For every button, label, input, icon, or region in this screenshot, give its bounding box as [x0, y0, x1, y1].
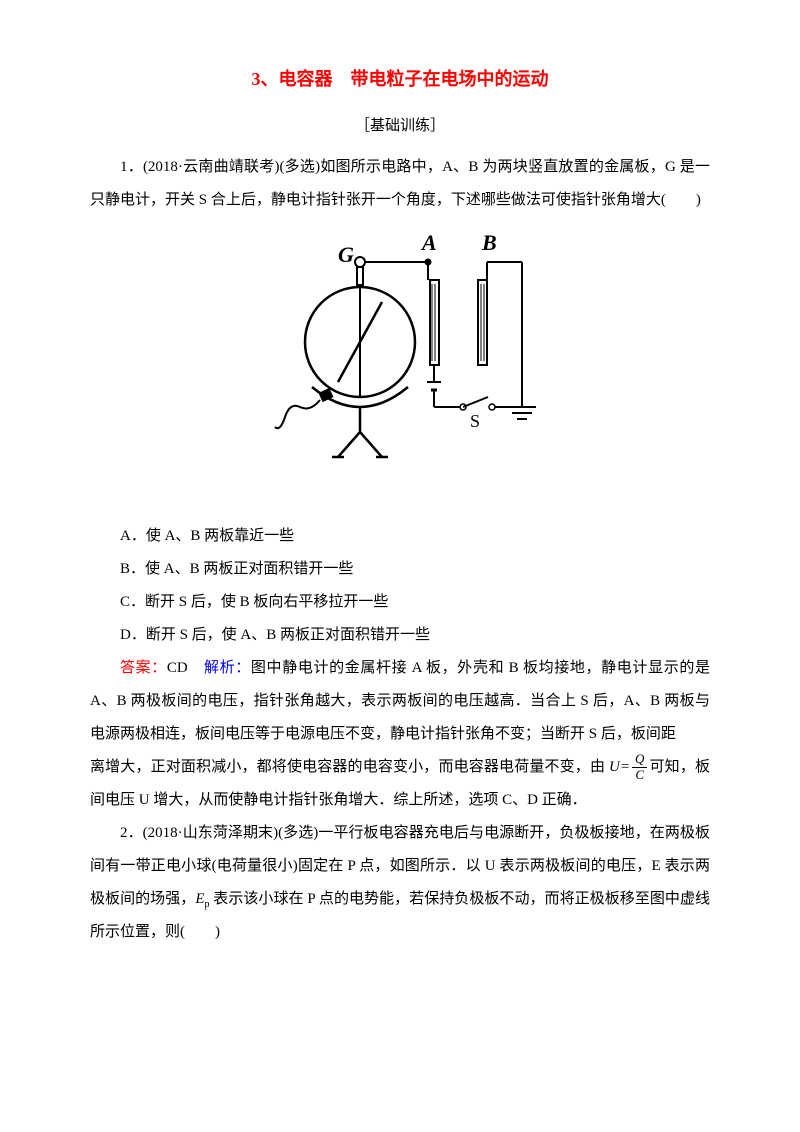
- label-s: S: [470, 411, 480, 431]
- subtitle: ［基础训练］: [90, 110, 710, 143]
- page-title: 3、电容器 带电粒子在电场中的运动: [90, 60, 710, 100]
- answer-value: CD: [167, 660, 204, 676]
- q1-option-a: A．使 A、B 两板靠近一些: [90, 520, 710, 553]
- frac-den: C: [632, 768, 647, 782]
- label-b: B: [481, 232, 497, 255]
- q1-option-c: C．断开 S 后，使 B 板向右平移拉开一些: [90, 586, 710, 619]
- q1-answer-block: 答案：CD 解析：图中静电计的金属杆接 A 板，外壳和 B 板均接地，静电计显示…: [90, 652, 710, 751]
- answer-label: 答案：: [120, 660, 167, 676]
- q1-option-d: D．断开 S 后，使 A、B 两板正对面积错开一些: [90, 619, 710, 652]
- q1-diagram: G A B: [90, 232, 710, 505]
- frac-num: Q: [632, 752, 647, 767]
- q1-analysis-cont: 离增大，正对面积减小，都将使电容器的电容变小，而电容器电荷量不变，由 U=QC可…: [90, 751, 710, 817]
- label-g: G: [338, 242, 354, 267]
- q2-stem: 2．(2018·山东菏泽期末)(多选)一平行板电容器充电后与电源断开，负极板接地…: [90, 817, 710, 949]
- analysis-text-1b: 离增大，正对面积减小，都将使电容器的电容变小，而电容器电荷量不变，由: [90, 759, 609, 775]
- formula-lhs: U=: [609, 759, 630, 775]
- q1-option-b: B．使 A、B 两板正对面积错开一些: [90, 553, 710, 586]
- q1-stem: 1．(2018·云南曲靖联考)(多选)如图所示电路中，A、B 为两块竖直放置的金…: [90, 151, 710, 217]
- analysis-label: 解析：: [204, 660, 251, 676]
- label-a: A: [420, 232, 437, 255]
- formula-fraction: QC: [632, 751, 647, 784]
